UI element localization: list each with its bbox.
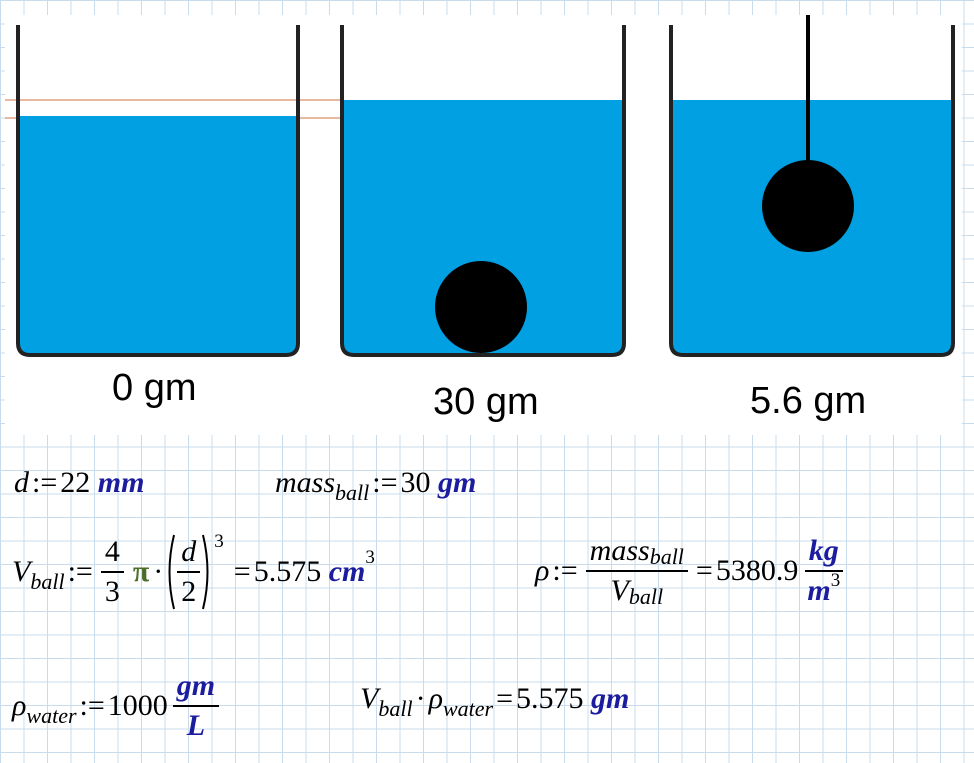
unit: kg: [804, 532, 843, 572]
variable: ρ: [12, 689, 27, 722]
variable: mass: [275, 466, 336, 499]
numerator: d: [177, 533, 201, 573]
beaker: [669, 15, 955, 357]
number: 1000: [107, 689, 168, 722]
paren: [202, 534, 209, 610]
variable: ρ: [535, 554, 550, 587]
beaker: [340, 25, 626, 357]
number: 5.575: [516, 682, 584, 715]
beakers: [5, 15, 955, 357]
constant: π: [132, 555, 150, 588]
beaker-label: 0 gm: [112, 367, 197, 409]
subscript: ball: [628, 584, 664, 609]
beaker: [5, 25, 340, 357]
variable: d: [14, 466, 29, 499]
subscript: ball: [649, 544, 684, 569]
beaker-label: 5.6 gm: [750, 380, 867, 422]
numerator: 4: [100, 533, 124, 573]
exponent: 3: [365, 547, 375, 568]
number: 5.575: [253, 555, 322, 588]
equation: mass ball := 30 gm: [275, 466, 477, 505]
operator: ·: [153, 555, 164, 588]
equation: ρ water := 1000 gm L: [12, 667, 224, 745]
unit: mm: [97, 466, 145, 499]
operator: =: [233, 555, 251, 588]
subscript: ball: [378, 696, 413, 721]
fraction: gm L: [172, 667, 220, 745]
paren: [168, 534, 176, 610]
variable: V: [12, 555, 31, 588]
number: 22: [60, 466, 91, 499]
exponent: 3: [214, 531, 224, 552]
unit: gm: [172, 667, 220, 707]
variable: V: [610, 574, 629, 607]
variable: mass: [589, 534, 650, 567]
exponent: 3: [830, 570, 841, 591]
operator: :=: [372, 466, 398, 499]
denominator: 3: [104, 575, 120, 608]
number: 5380.9: [715, 554, 799, 587]
variable: ρ: [428, 682, 443, 715]
unit: cm: [328, 555, 366, 588]
operator: ·: [415, 682, 426, 715]
subscript: ball: [335, 480, 370, 505]
operator: :=: [67, 555, 93, 588]
variable: V: [360, 682, 379, 715]
unit: L: [186, 709, 206, 742]
subscript: water: [26, 703, 77, 728]
operator: =: [496, 682, 514, 715]
denominator: 2: [181, 575, 197, 608]
number: 30: [400, 466, 431, 499]
illustration: 0 gm 30 gm 5.6 gm: [5, 15, 962, 435]
unit: m: [807, 574, 831, 607]
operator: :=: [552, 554, 578, 587]
operator: :=: [79, 689, 105, 722]
beaker-label: 30 gm: [433, 381, 539, 423]
operator: :=: [32, 466, 58, 499]
unit: gm: [591, 682, 630, 715]
subscript: water: [442, 696, 494, 721]
numerator: mass ball: [585, 532, 688, 572]
subscript: ball: [30, 569, 65, 594]
unit: gm: [438, 466, 477, 499]
operator: =: [695, 554, 713, 587]
equation: d := 22 mm: [14, 466, 144, 500]
